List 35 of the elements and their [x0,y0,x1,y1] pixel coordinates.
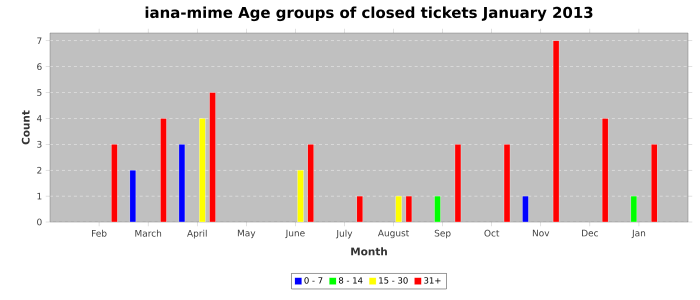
x-tick-label: Feb [92,230,107,237]
y-tick-label: 3 [37,140,42,148]
legend-label: 8 - 14 [338,277,362,284]
x-tick-label: May [238,230,256,238]
y-tick-label: 4 [36,115,42,122]
x-tick-label: July [336,230,352,238]
x-tick-label: Sep [434,230,451,238]
legend-label: 15 - 30 [379,277,408,284]
legend-label: 31+ [424,277,441,284]
bar [308,144,314,222]
x-tick-label: Jan [632,230,646,238]
y-axis-title: Count [22,110,30,144]
x-tick-label: April [187,230,207,238]
bar [552,40,560,222]
x-tick-label: Nov [532,230,550,236]
bar [602,118,608,222]
x-tick-label: Oct [484,230,500,237]
x-tick-label: March [135,230,162,237]
y-tick-label: 7 [37,38,42,44]
bar [130,170,136,222]
y-tick-label: 0 [37,218,42,226]
y-tick-label: 6 [37,63,42,70]
y-tick-label: 2 [37,166,42,174]
y-tick-label: 1 [38,192,42,200]
x-tick-label: June [285,230,305,238]
bar [111,144,118,222]
bar [178,144,186,222]
x-tick-label: Dec [582,230,598,236]
bar [199,118,206,222]
x-tick-label: August [378,230,410,238]
x-axis-title: Month [351,247,387,256]
chart-title: iana-mime Age groups of closed tickets January 2013 [146,6,592,22]
y-tick-label: 5 [37,89,42,96]
bar [651,144,658,222]
legend-label: 0 - 7 [304,277,322,284]
